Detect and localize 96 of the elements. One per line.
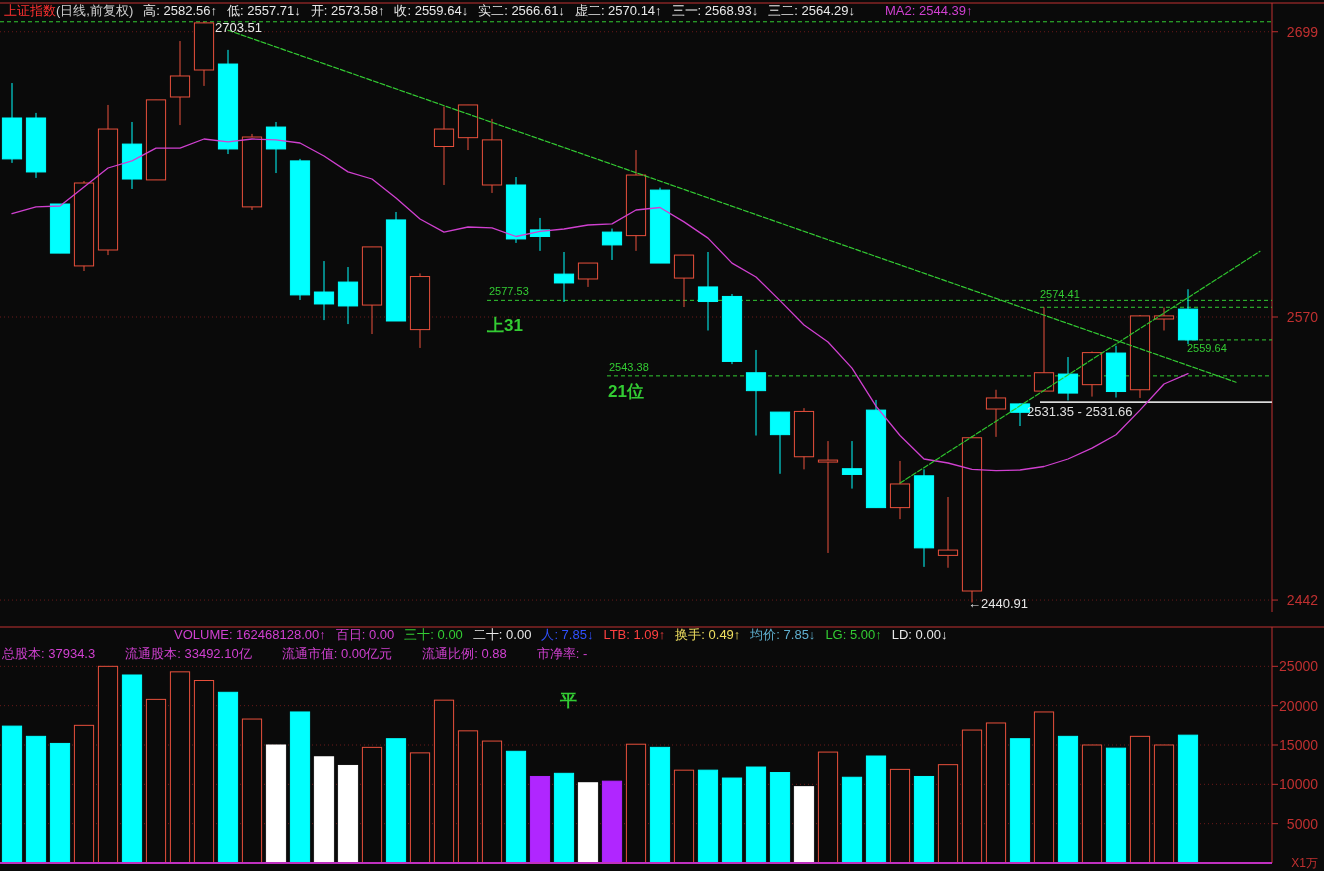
y-tick-label: 5000	[1286, 815, 1319, 832]
bar	[49, 742, 71, 864]
annotation: 开: 2573.58↑	[310, 3, 385, 18]
bar	[697, 769, 719, 864]
annotation: 换手: 0.49↑	[675, 627, 741, 642]
y-tick-label: 2442	[1286, 592, 1319, 609]
ref-line-label: 2574.41	[1040, 288, 1080, 301]
bar	[1153, 744, 1175, 864]
annotation: 三一: 2568.93↓	[671, 3, 759, 18]
bar	[673, 769, 695, 864]
bar	[337, 764, 359, 864]
y-tick-label: 10000	[1279, 776, 1319, 793]
bar	[457, 730, 479, 864]
bar	[217, 691, 239, 864]
annotation: 三十: 0.00	[404, 627, 463, 642]
bar	[601, 780, 623, 864]
ref-line-label: 2703.51	[215, 19, 262, 35]
bar	[1081, 744, 1103, 864]
annotation: 流通股本: 33492.10亿	[125, 646, 252, 661]
annotation: 平	[559, 691, 577, 710]
annotation: 总股本: 37934.3	[1, 646, 96, 661]
bar	[961, 729, 983, 864]
annotation: 实二: 2566.61↓	[478, 3, 565, 18]
y-axis-title: X1万	[1291, 856, 1318, 870]
y-tick-label: 15000	[1279, 737, 1319, 753]
bar	[817, 751, 839, 864]
bar	[793, 786, 815, 864]
ref-line-label: 2577.53	[489, 285, 529, 298]
annotation: 均价: 7.85↓	[749, 627, 816, 642]
annotation: 收: 2559.64↓	[394, 3, 469, 18]
bar	[913, 775, 935, 864]
ref-line-label: 2543.38	[609, 360, 649, 373]
bar	[1177, 734, 1199, 864]
bar	[433, 699, 455, 864]
annotation: 高: 2582.56↑	[143, 3, 217, 18]
annotation: 虚二: 2570.14↑	[574, 3, 662, 18]
bar	[121, 674, 143, 864]
bar	[481, 740, 503, 864]
bar	[25, 735, 47, 864]
annotation: 市净率: -	[536, 646, 588, 661]
bar	[313, 756, 335, 864]
bar	[385, 738, 407, 864]
bar	[73, 724, 95, 864]
bar	[745, 766, 767, 864]
annotation: LD: 0.00↓	[891, 627, 948, 642]
bar	[769, 772, 791, 864]
bar	[577, 782, 599, 864]
annotation: 百日: 0.00	[335, 627, 395, 642]
bar	[1057, 735, 1079, 864]
annotation: 低: 2557.71↓	[227, 3, 301, 18]
bar	[97, 665, 119, 864]
bar	[649, 746, 671, 864]
bar	[889, 768, 911, 864]
annotation: ←2440.91	[968, 596, 1028, 612]
annotation: 三二: 2564.29↓	[768, 3, 856, 18]
annotation: : 2544.39↑	[911, 3, 973, 18]
bar	[361, 746, 383, 864]
bar	[1105, 747, 1127, 864]
band-label: 2531.35 - 2531.66	[1027, 404, 1133, 420]
annotation: 流通市值: 0.00亿元	[281, 646, 393, 661]
bar	[169, 671, 191, 864]
bar	[193, 679, 215, 864]
bar	[1129, 735, 1151, 864]
annotation: 二十: 0.00	[472, 627, 532, 642]
bar	[1, 725, 23, 864]
bar	[865, 755, 887, 864]
bar	[625, 743, 647, 864]
annotation: 人: 7.85↓	[541, 627, 594, 642]
bar	[505, 750, 527, 864]
bar	[1033, 711, 1055, 864]
annotation: 上31	[486, 315, 523, 335]
bar	[529, 775, 551, 864]
annotation: LTB: 1.09↑	[603, 627, 666, 642]
bar	[409, 752, 431, 864]
annotation: 21位	[608, 382, 644, 402]
bar	[265, 744, 287, 864]
y-tick-label: 20000	[1279, 697, 1319, 714]
y-tick-label: 25000	[1279, 658, 1319, 675]
bar	[721, 777, 743, 864]
chart-title: 上证指数	[4, 3, 56, 18]
annotation: LG: 5.00↑	[825, 627, 882, 642]
bar	[553, 772, 575, 864]
bar	[985, 722, 1007, 864]
y-tick-label: 2699	[1286, 23, 1319, 40]
annotation: 流通比例: 0.88	[422, 646, 507, 661]
annotation: VOLUME: 162468128.00↑	[174, 627, 326, 642]
bar	[1009, 738, 1031, 864]
bar	[241, 718, 263, 864]
bar	[937, 764, 959, 864]
text: MA2	[885, 3, 912, 18]
bar	[145, 698, 167, 864]
chart-subtitle: (日线,前复权)	[56, 3, 134, 18]
bar	[289, 711, 311, 864]
y-tick-label: 2570	[1286, 309, 1319, 326]
bar	[841, 776, 863, 864]
ref-line-label: 2559.64	[1187, 341, 1227, 354]
